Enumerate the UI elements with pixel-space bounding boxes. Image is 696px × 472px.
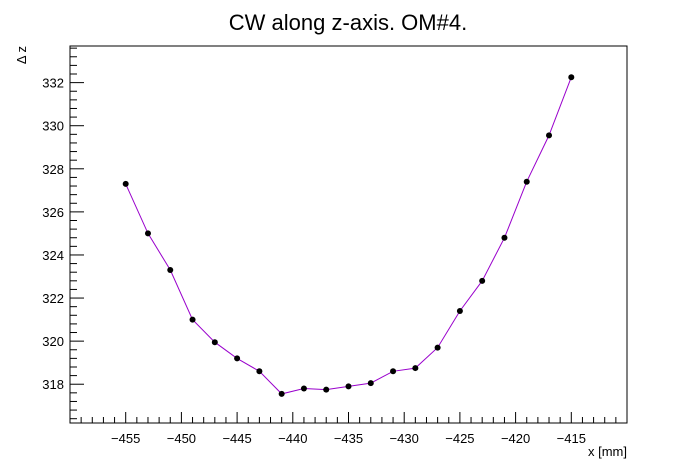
data-point: [568, 74, 575, 81]
data-point: [412, 365, 419, 372]
data-point: [456, 307, 463, 314]
x-tick-label: −420: [501, 431, 530, 446]
data-point: [189, 316, 196, 323]
data-point: [390, 368, 397, 375]
data-point: [144, 230, 151, 237]
y-axis-tick-labels: 318 320 322 324 326 328 330 332: [42, 76, 64, 393]
data-point: [323, 386, 330, 393]
x-tick-label: −440: [278, 431, 307, 446]
y-tick-label: 330: [42, 119, 64, 134]
data-point: [523, 178, 530, 185]
y-tick-label: 322: [42, 291, 64, 306]
x-tick-label: −450: [167, 431, 196, 446]
y-tick-label: 324: [42, 248, 64, 263]
y-tick-label: 326: [42, 205, 64, 220]
x-axis-ticks: [69, 412, 628, 423]
x-tick-label: −425: [445, 431, 474, 446]
data-point: [122, 180, 129, 187]
data-points: [122, 74, 575, 397]
x-tick-label: −455: [111, 431, 140, 446]
x-tick-label: −445: [222, 431, 251, 446]
data-point: [501, 234, 508, 241]
x-tick-label: −415: [557, 431, 586, 446]
y-axis-label: Δ z: [14, 46, 29, 64]
data-point: [167, 267, 174, 274]
x-tick-label: −430: [390, 431, 419, 446]
y-tick-label: 328: [42, 162, 64, 177]
data-point: [278, 390, 285, 397]
y-tick-label: 318: [42, 377, 64, 392]
chart-title: CW along z-axis. OM#4.: [229, 10, 467, 35]
data-point: [367, 380, 374, 387]
y-tick-label: 320: [42, 334, 64, 349]
y-axis-ticks: [70, 47, 84, 420]
data-point: [300, 385, 307, 392]
data-point: [234, 355, 241, 362]
data-point: [345, 383, 352, 390]
x-axis-label: x [mm]: [588, 444, 627, 459]
data-point: [434, 344, 441, 351]
x-tick-label: −435: [334, 431, 363, 446]
data-point: [211, 339, 218, 346]
y-tick-label: 332: [42, 76, 64, 91]
data-point: [479, 277, 486, 284]
data-point: [546, 132, 553, 139]
x-axis-tick-labels: −455 −450 −445 −440 −435 −430 −425 −420 −415: [111, 431, 586, 446]
data-point: [256, 368, 263, 375]
